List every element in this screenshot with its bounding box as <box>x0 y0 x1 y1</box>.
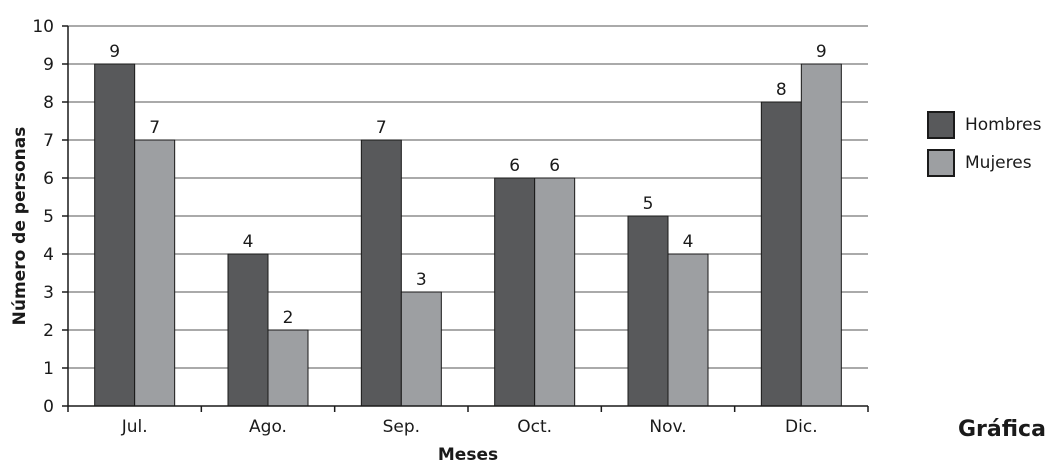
data-labels: 9 7 4 2 7 3 6 6 5 4 8 9 <box>109 42 826 328</box>
x-tick-label-sep: Sep. <box>383 417 420 437</box>
data-label-hombres-ago: 4 <box>243 232 254 252</box>
bar-hombres-jul <box>94 63 136 407</box>
legend: Hombres Mujeres <box>927 106 1041 182</box>
y-tick-label-4: 4 <box>43 245 54 265</box>
bar-hombres-sep <box>360 139 402 407</box>
data-label-hombres-dic: 8 <box>776 80 787 100</box>
x-tick-label-dic: Dic. <box>785 417 818 437</box>
data-label-mujeres-jul: 7 <box>149 118 160 138</box>
y-tick-label-9: 9 <box>43 55 54 75</box>
y-axis-title: Número de personas <box>10 127 30 326</box>
data-label-mujeres-dic: 9 <box>816 42 827 62</box>
legend-swatch-mujeres <box>927 149 955 177</box>
y-tick-label-10: 10 <box>32 17 54 37</box>
bar-mujeres-sep <box>400 291 442 407</box>
bar-mujeres-dic <box>800 63 842 407</box>
bar-hombres-oct <box>494 177 536 407</box>
y-tick-label-0: 0 <box>43 397 54 417</box>
legend-label-hombres: Hombres <box>965 115 1042 135</box>
bar-hombres-dic <box>760 101 802 407</box>
x-tick-label-ago: Ago. <box>249 417 287 437</box>
y-tick-label-2: 2 <box>43 321 54 341</box>
data-label-mujeres-ago: 2 <box>283 308 294 328</box>
y-tick-label-6: 6 <box>43 169 54 189</box>
figure-caption: Gráfica <box>958 417 1046 442</box>
data-label-hombres-sep: 7 <box>376 118 387 138</box>
y-tick-label-1: 1 <box>43 359 54 379</box>
y-tick-label-7: 7 <box>43 131 54 151</box>
legend-swatch-hombres <box>927 111 955 139</box>
bar-mujeres-jul <box>134 139 176 407</box>
x-tick-label-jul: Jul. <box>121 417 148 437</box>
bar-hombres-nov <box>627 215 669 407</box>
legend-label-mujeres: Mujeres <box>965 153 1032 173</box>
x-tick-label-oct: Oct. <box>517 417 552 437</box>
x-tick-label-nov: Nov. <box>649 417 686 437</box>
bar-hombres-ago <box>227 253 269 407</box>
y-tick-label-3: 3 <box>43 283 54 303</box>
bar-mujeres-oct <box>534 177 576 407</box>
data-label-hombres-oct: 6 <box>509 156 520 176</box>
data-label-mujeres-nov: 4 <box>683 232 694 252</box>
y-tick-label-5: 5 <box>43 207 54 227</box>
data-label-mujeres-oct: 6 <box>549 156 560 176</box>
y-tick-label-8: 8 <box>43 93 54 113</box>
axes: 0 1 2 3 4 5 6 7 8 9 10 Jul. Ago. Sep. Oct. Nov. Dic. <box>32 17 869 437</box>
data-label-hombres-nov: 5 <box>643 194 654 214</box>
bar-mujeres-nov <box>667 253 709 407</box>
legend-item-hombres: Hombres <box>927 106 1041 144</box>
gridlines <box>68 25 868 369</box>
bar-mujeres-ago <box>267 329 309 407</box>
data-label-hombres-jul: 9 <box>109 42 120 62</box>
x-axis-title: Meses <box>438 445 498 465</box>
data-label-mujeres-sep: 3 <box>416 270 427 290</box>
legend-item-mujeres: Mujeres <box>927 144 1041 182</box>
bars <box>94 63 842 407</box>
